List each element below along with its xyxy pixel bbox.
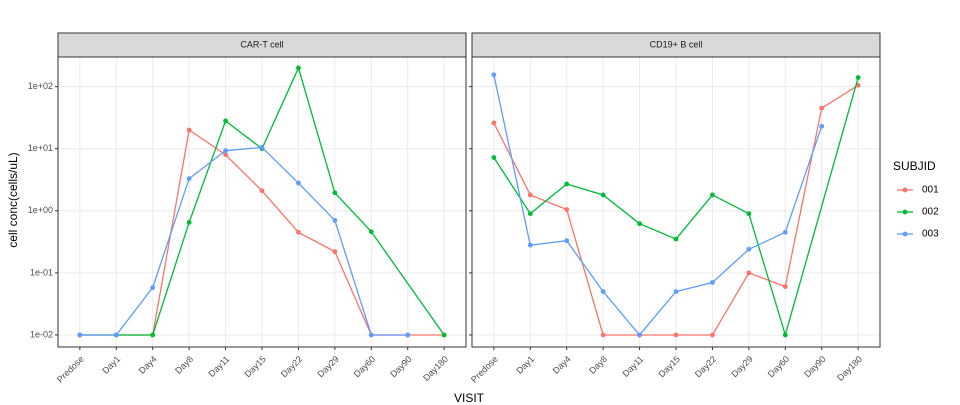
point xyxy=(368,332,374,338)
legend-marker xyxy=(902,187,908,193)
point xyxy=(673,332,679,338)
point xyxy=(710,332,715,338)
gap-connector xyxy=(370,231,445,336)
point xyxy=(564,181,570,187)
point xyxy=(819,105,825,111)
x-tick-label: Day15 xyxy=(656,354,681,379)
legend-label: 001 xyxy=(922,185,939,196)
y-tick-label: 1e-01 xyxy=(30,267,53,277)
point xyxy=(637,332,642,338)
x-tick-label: Day1 xyxy=(100,354,122,376)
y-tick-label: 1e+01 xyxy=(28,143,53,153)
y-tick-label: 1e-02 xyxy=(30,329,53,339)
point xyxy=(368,229,374,235)
point xyxy=(296,65,301,71)
x-tick-label: Day60 xyxy=(352,354,377,379)
x-tick-label: Day29 xyxy=(315,354,340,379)
x-tick-label: Day15 xyxy=(242,354,267,379)
point xyxy=(782,284,788,290)
point xyxy=(855,75,861,80)
point xyxy=(710,280,715,285)
y-tick-label: 1e+02 xyxy=(28,81,53,91)
point xyxy=(223,152,228,158)
x-tick-label: Day11 xyxy=(621,354,646,379)
point xyxy=(746,270,752,276)
point xyxy=(259,188,265,194)
x-tick-label: Day22 xyxy=(693,354,718,379)
point xyxy=(673,236,679,242)
x-tick-label: Predose xyxy=(55,354,86,385)
point xyxy=(441,332,447,338)
point xyxy=(77,332,83,338)
point xyxy=(527,242,533,248)
point xyxy=(491,120,497,126)
point xyxy=(564,207,570,212)
x-tick-label: Day22 xyxy=(279,354,304,379)
legend-marker xyxy=(902,209,908,215)
point xyxy=(150,332,156,338)
point xyxy=(491,155,497,160)
point xyxy=(186,176,192,182)
x-tick-label: Day8 xyxy=(173,354,195,376)
series-line xyxy=(493,74,823,336)
x-tick-label: Day29 xyxy=(729,354,754,379)
x-tick-label: Day11 xyxy=(207,354,232,379)
point xyxy=(782,229,788,235)
point xyxy=(819,123,825,129)
x-tick-label: Day90 xyxy=(388,354,413,379)
legend-title: SUBJID xyxy=(893,159,936,173)
strip xyxy=(471,32,881,58)
x-tick-label: Day1 xyxy=(514,354,536,376)
point xyxy=(527,211,533,217)
point xyxy=(782,332,788,338)
x-tick-label: Day90 xyxy=(802,354,827,379)
point xyxy=(673,289,679,294)
point xyxy=(332,190,338,196)
point xyxy=(186,220,192,225)
y-tick-label: 1e+00 xyxy=(28,205,53,215)
point xyxy=(332,218,338,223)
point xyxy=(746,211,752,217)
strip-title: CAR-T cell xyxy=(240,39,283,49)
x-tick-label: Day180 xyxy=(421,354,450,383)
point xyxy=(332,249,338,255)
strip xyxy=(57,32,467,58)
point xyxy=(600,332,606,338)
point xyxy=(150,285,156,290)
point xyxy=(600,289,606,294)
x-tick-label: Predose xyxy=(469,354,500,385)
x-axis-label: VISIT xyxy=(454,391,485,405)
x-tick-label: Day180 xyxy=(835,354,864,383)
point xyxy=(186,127,192,133)
x-tick-label: Day8 xyxy=(587,354,609,376)
point xyxy=(746,246,752,252)
x-tick-label: Day4 xyxy=(137,354,159,376)
point xyxy=(296,180,301,186)
point xyxy=(491,72,497,78)
point xyxy=(223,148,228,154)
point xyxy=(113,332,119,338)
series-line xyxy=(79,146,408,336)
legend-label: 002 xyxy=(922,207,939,218)
x-tick-label: Day60 xyxy=(766,354,791,379)
point xyxy=(223,118,228,124)
x-tick-label: Day4 xyxy=(551,354,573,376)
point xyxy=(527,192,533,198)
point xyxy=(296,229,301,235)
strip-title: CD19+ B cell xyxy=(650,39,703,49)
point xyxy=(405,332,411,338)
y-axis-label: cell conc(cells/uL) xyxy=(6,152,20,247)
point xyxy=(564,238,570,244)
point xyxy=(710,192,715,198)
point xyxy=(637,221,642,227)
legend-label: 003 xyxy=(922,229,939,240)
point xyxy=(259,144,265,150)
gap-connector xyxy=(784,77,859,336)
legend-marker xyxy=(902,231,908,237)
point xyxy=(600,192,606,198)
